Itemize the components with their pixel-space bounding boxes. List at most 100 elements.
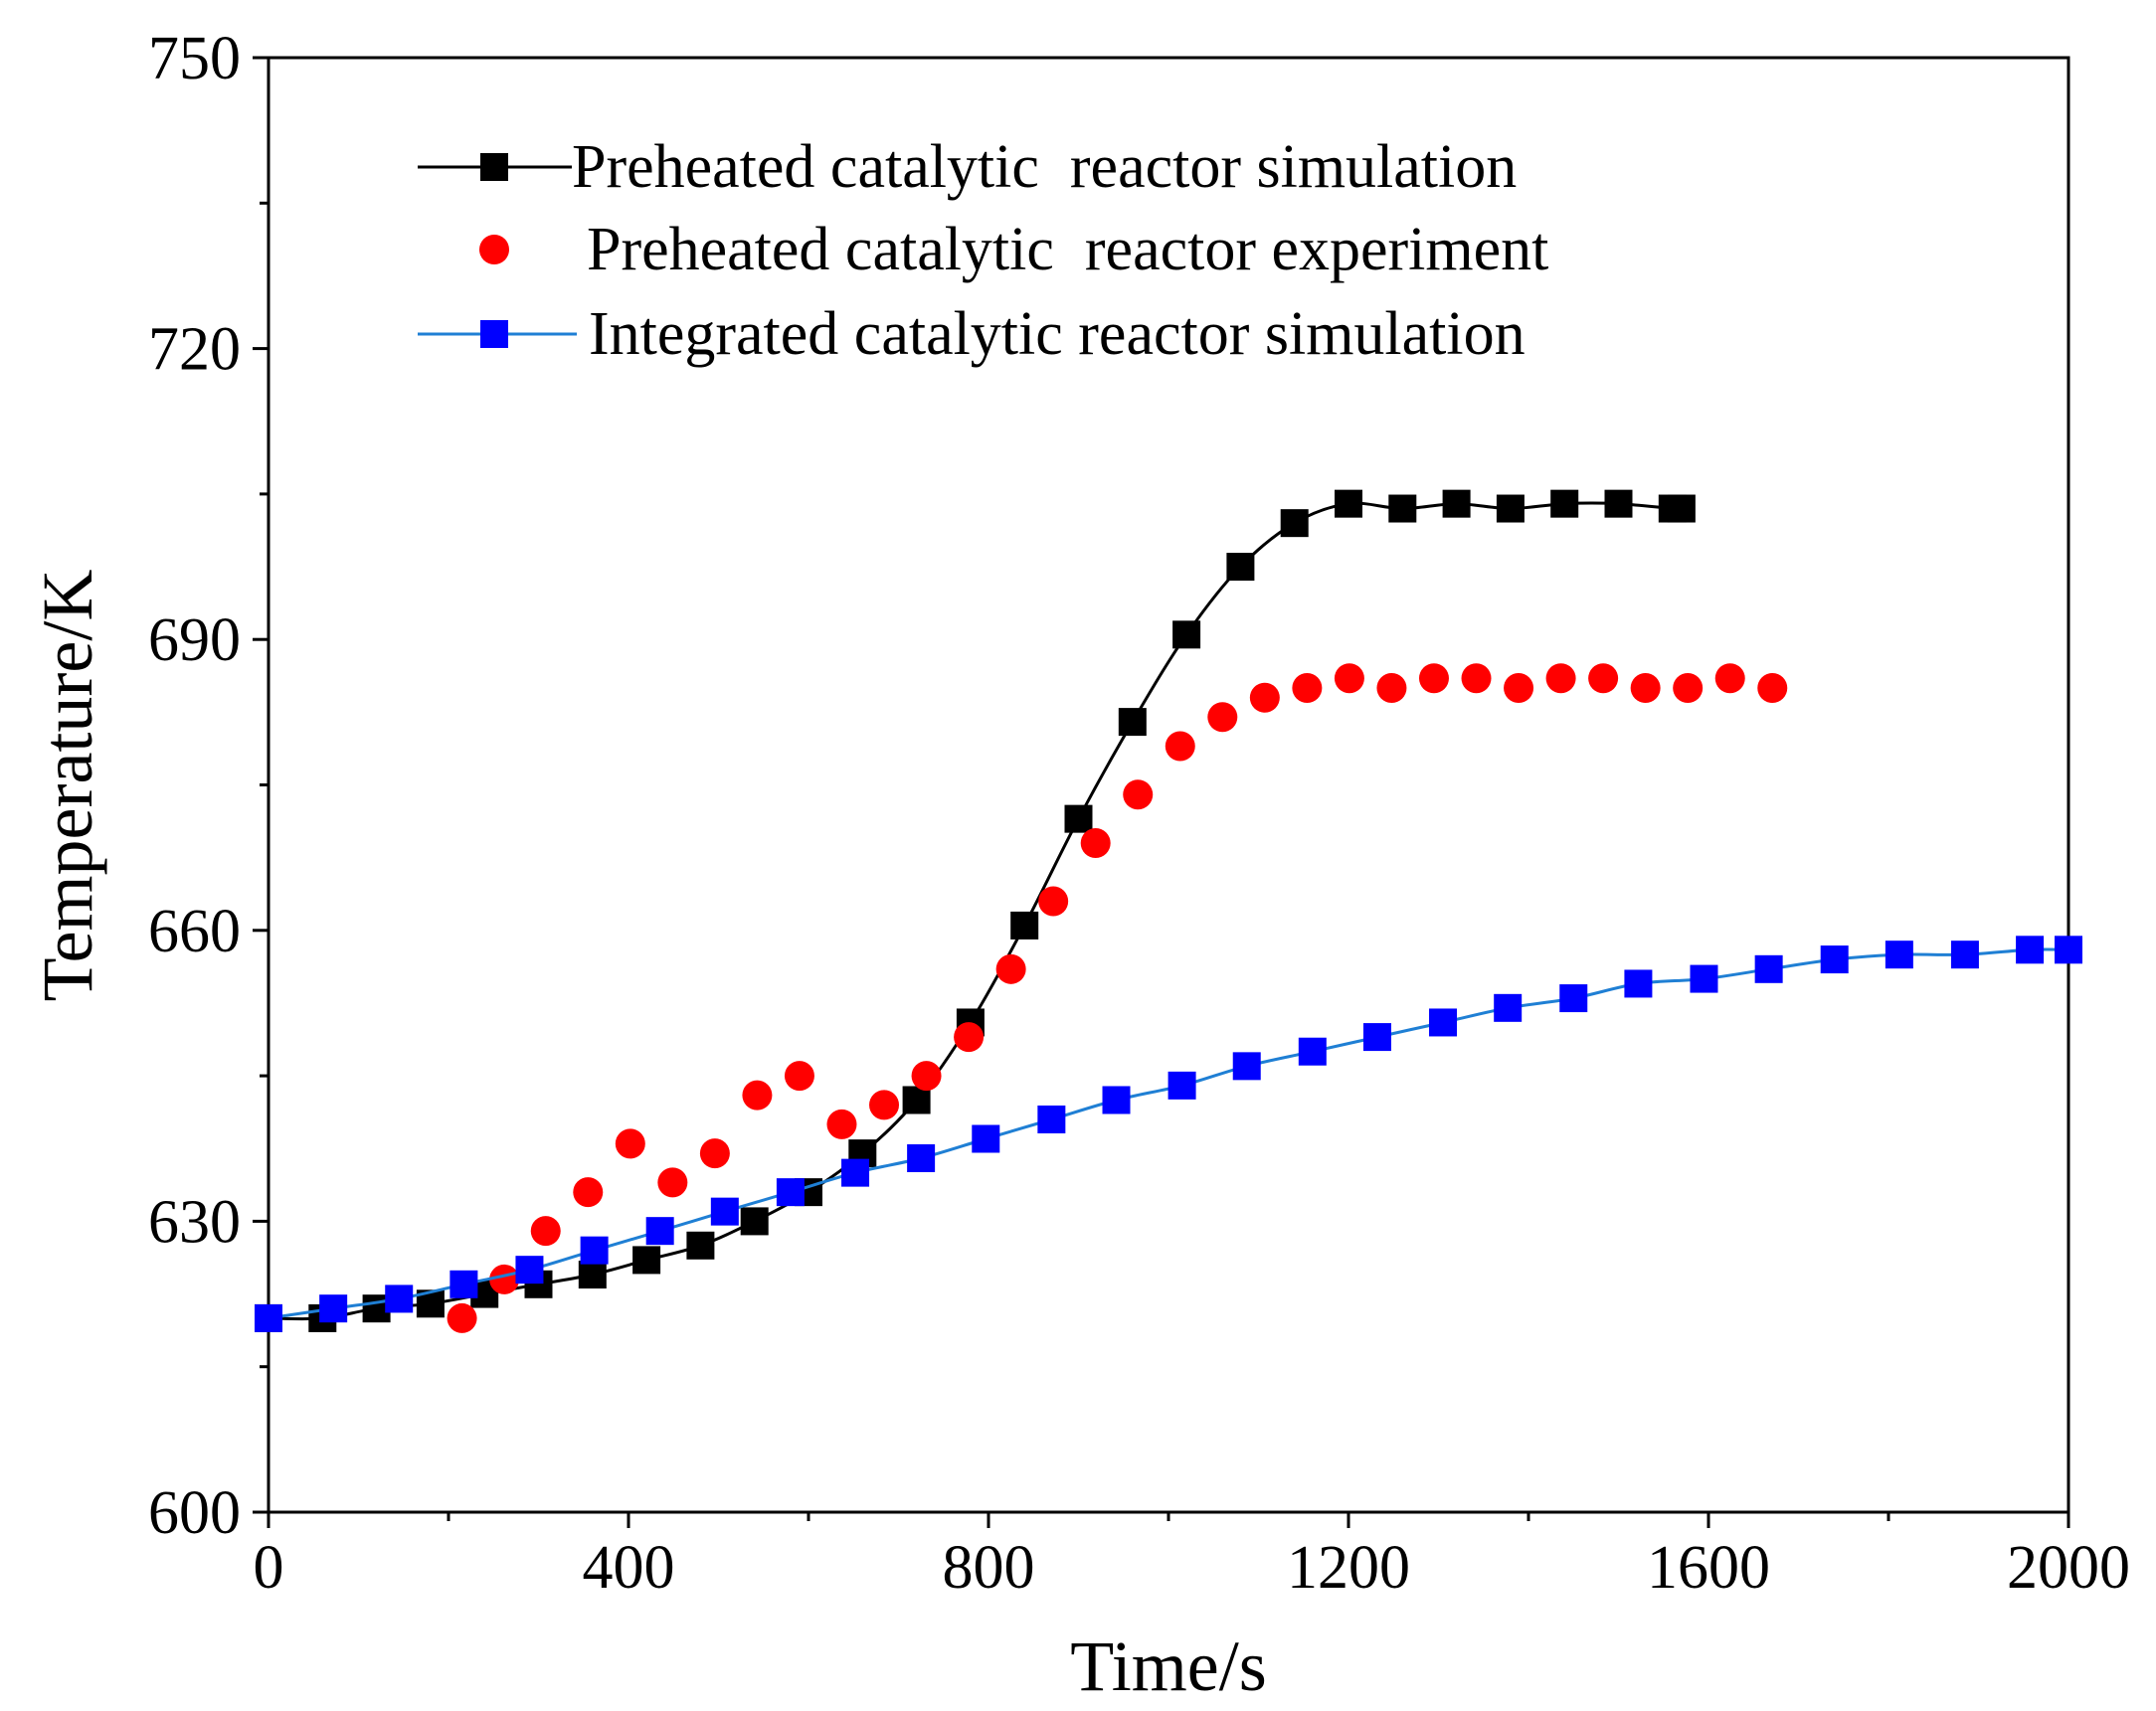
series-0-point bbox=[1172, 620, 1201, 649]
y-tick-label-750: 750 bbox=[148, 25, 241, 92]
x-tick-label-1200: 1200 bbox=[1287, 1534, 1410, 1602]
series-0-point bbox=[1226, 553, 1255, 582]
series-1-point bbox=[489, 1264, 520, 1294]
series-1-point bbox=[1207, 702, 1238, 733]
legend-item-preheated-experiment: Preheated catalytic reactor experiment bbox=[479, 216, 1548, 283]
series-2-point bbox=[1690, 964, 1718, 993]
series-2-point bbox=[841, 1158, 870, 1187]
y-tick-label-600: 600 bbox=[148, 1479, 241, 1547]
series-2-point bbox=[1037, 1105, 1066, 1133]
series-0-point bbox=[902, 1086, 931, 1114]
series-1-point bbox=[1165, 731, 1195, 762]
series-2-point bbox=[972, 1124, 1000, 1153]
series-2-point bbox=[2016, 936, 2045, 964]
series-0-point bbox=[686, 1231, 715, 1260]
series-1-point bbox=[1630, 672, 1661, 703]
minor-ticks bbox=[260, 201, 1890, 1521]
series-1-point bbox=[1418, 663, 1449, 694]
series-2-point bbox=[1362, 1023, 1391, 1052]
series-0-point bbox=[1064, 804, 1093, 833]
series-1-point bbox=[1588, 663, 1619, 694]
series-1-point bbox=[530, 1216, 561, 1247]
series-1-point bbox=[954, 1022, 985, 1053]
series-2-point bbox=[515, 1256, 544, 1284]
series-0-point bbox=[1010, 911, 1039, 940]
y-tick-label-630: 630 bbox=[148, 1188, 241, 1256]
legend-label-preheated-experiment: Preheated catalytic reactor experiment bbox=[587, 216, 1548, 283]
series-1-point bbox=[1673, 672, 1704, 703]
series-1-point bbox=[869, 1090, 900, 1120]
series-1-point bbox=[1714, 663, 1745, 694]
series-1-point bbox=[1757, 672, 1788, 703]
x-tick-label-800: 800 bbox=[943, 1534, 1035, 1602]
series-1-point bbox=[1334, 663, 1364, 694]
series-0-point bbox=[1388, 494, 1417, 523]
series-2-point bbox=[449, 1270, 478, 1298]
series-0-point bbox=[1550, 489, 1579, 518]
series-2-point bbox=[776, 1178, 805, 1207]
series-1 bbox=[447, 663, 1788, 1333]
series-2-point bbox=[580, 1236, 609, 1265]
series-1-point bbox=[1461, 663, 1492, 694]
y-axis-title: Temperature/K bbox=[28, 570, 107, 1002]
series-2-point bbox=[1754, 954, 1783, 983]
major-ticks bbox=[253, 56, 2070, 1528]
series-0-point bbox=[1442, 489, 1471, 518]
series-2-point bbox=[1298, 1037, 1327, 1066]
series-0-point bbox=[740, 1207, 769, 1236]
y-tick-label-660: 660 bbox=[148, 898, 241, 965]
series-2-point bbox=[255, 1303, 282, 1332]
series-0-line bbox=[268, 501, 1683, 1321]
series-0-point bbox=[632, 1246, 661, 1275]
series-1-point bbox=[1376, 672, 1407, 703]
series-2-point bbox=[1820, 945, 1849, 974]
series-1-point bbox=[1504, 672, 1534, 703]
series-2-point bbox=[1950, 941, 1979, 969]
series-2-point bbox=[1624, 969, 1653, 998]
series-1-point bbox=[911, 1061, 942, 1092]
series-2-point bbox=[1102, 1086, 1131, 1114]
x-tick-label-2000: 2000 bbox=[2007, 1534, 2130, 1602]
series-1-point bbox=[995, 953, 1026, 984]
series-2 bbox=[255, 936, 2082, 1332]
legend-marker-preheated-simulation bbox=[480, 153, 508, 181]
legend-item-preheated-simulation: Preheated catalytic reactor simulation bbox=[418, 133, 1517, 201]
x-tick-label-0: 0 bbox=[254, 1534, 284, 1602]
series-2-point bbox=[1168, 1071, 1196, 1100]
series-1-point bbox=[699, 1138, 730, 1169]
x-tick-labels: 0 400 800 1200 1600 2000 bbox=[254, 1534, 2131, 1602]
series-1-point bbox=[1080, 828, 1111, 859]
series-1-point bbox=[447, 1302, 477, 1333]
series-1-point bbox=[1123, 779, 1154, 810]
series-2-point bbox=[1429, 1008, 1458, 1037]
series-layer bbox=[255, 489, 2082, 1333]
series-2-point bbox=[1559, 984, 1588, 1013]
series-0-point bbox=[1667, 494, 1696, 523]
x-axis-title: Time/s bbox=[1070, 1626, 1266, 1706]
legend-marker-integrated-simulation bbox=[480, 320, 508, 348]
series-2-point bbox=[1885, 941, 1913, 969]
series-1-point bbox=[1292, 672, 1323, 703]
series-2-point bbox=[385, 1284, 414, 1313]
series-2-point bbox=[319, 1294, 348, 1323]
legend-item-integrated-simulation: Integrated catalytic reactor simulation bbox=[418, 300, 1526, 368]
series-1-point bbox=[657, 1167, 688, 1198]
legend-label-preheated-simulation: Preheated catalytic reactor simulation bbox=[572, 133, 1517, 201]
series-2-point bbox=[2055, 936, 2082, 964]
series-0-point bbox=[1335, 489, 1362, 518]
series-0-point bbox=[1118, 708, 1147, 737]
legend-label-integrated-simulation: Integrated catalytic reactor simulation bbox=[589, 300, 1526, 368]
y-tick-labels: 600 630 660 690 720 750 bbox=[148, 25, 241, 1547]
series-2-point bbox=[710, 1197, 739, 1226]
series-1-point bbox=[742, 1080, 773, 1111]
series-1-point bbox=[784, 1061, 814, 1092]
series-2-point bbox=[907, 1144, 936, 1173]
series-1-point bbox=[1249, 682, 1280, 713]
legend: Preheated catalytic reactor simulation P… bbox=[418, 133, 1548, 368]
series-1-point bbox=[615, 1128, 645, 1159]
x-tick-label-400: 400 bbox=[583, 1534, 675, 1602]
series-0 bbox=[255, 489, 1696, 1332]
series-2-point bbox=[1232, 1052, 1261, 1081]
series-1-point bbox=[573, 1177, 604, 1208]
